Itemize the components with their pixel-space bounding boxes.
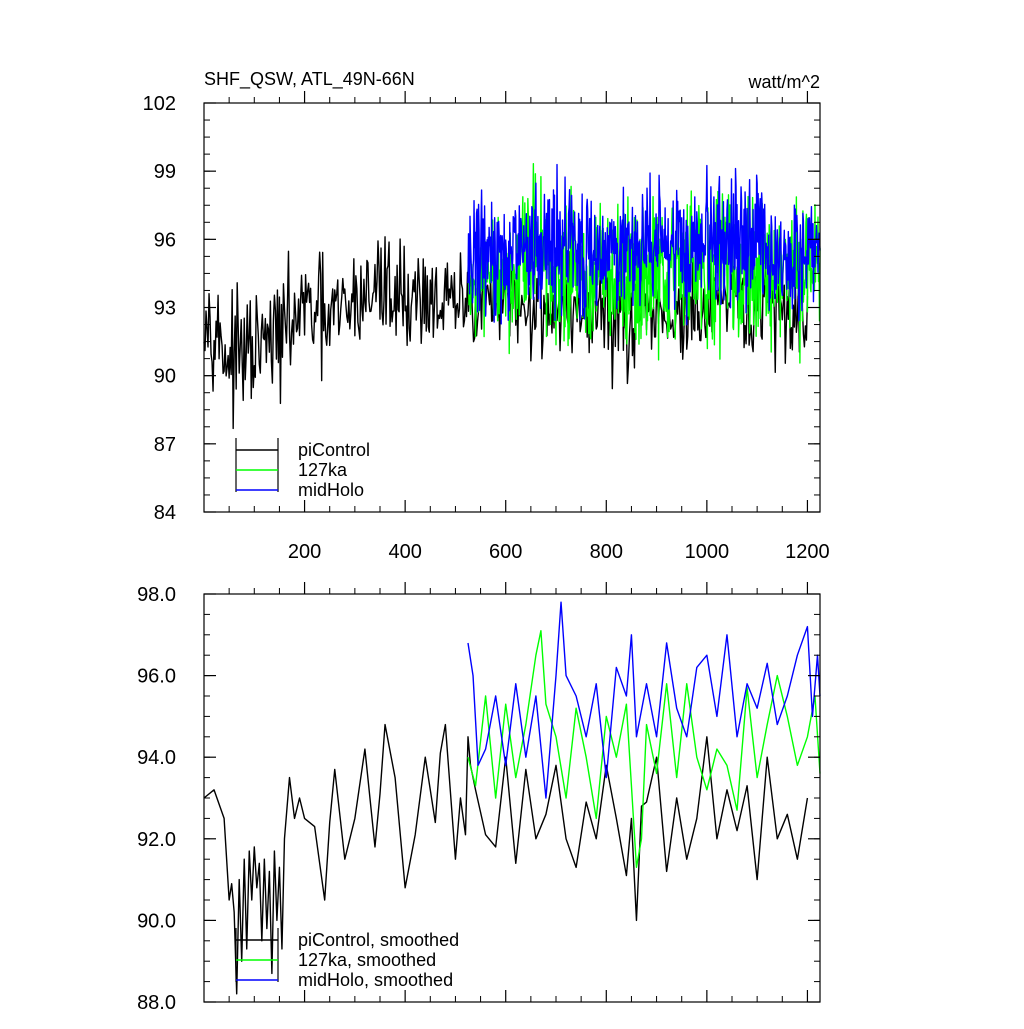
series-line-midholo bbox=[467, 601, 821, 799]
y-tick-label: 94.0 bbox=[137, 747, 176, 769]
x-tick-label: 200 bbox=[288, 541, 321, 563]
legend-label: 127ka bbox=[298, 460, 348, 480]
top-panel: 84 87 90 93 96 99 102 200 400 600 800 1000 1200 piCon… bbox=[143, 91, 830, 563]
y-tick-label: 90 bbox=[154, 366, 176, 388]
x-tick-label: 1000 bbox=[685, 541, 730, 563]
y-tick-label: 87 bbox=[154, 434, 176, 456]
legend-label: midHolo, smoothed bbox=[298, 970, 453, 990]
series-line-midholo bbox=[467, 163, 821, 326]
y-tick-label: 88.0 bbox=[137, 992, 176, 1014]
x-tick-label: 400 bbox=[388, 541, 421, 563]
x-tick-label: 1200 bbox=[785, 541, 830, 563]
y-tick-label: 98.0 bbox=[137, 584, 176, 606]
x-tick-label: 800 bbox=[590, 541, 623, 563]
bottom-panel: 88.0 90.0 92.0 94.0 96.0 98.0 piControl, smoot… bbox=[137, 582, 821, 1014]
legend-label: midHolo bbox=[298, 480, 364, 500]
legend-label: piControl bbox=[298, 440, 370, 460]
legend-label: piControl, smoothed bbox=[298, 930, 459, 950]
plot-frame bbox=[203, 593, 821, 1003]
y-tick-label: 102 bbox=[143, 93, 176, 115]
x-tick-label: 600 bbox=[489, 541, 522, 563]
series-line-picontrol bbox=[203, 723, 809, 995]
y-tick-label: 96.0 bbox=[137, 666, 176, 688]
y-tick-label: 92.0 bbox=[137, 829, 176, 851]
chart-units: watt/m^2 bbox=[748, 72, 820, 92]
y-tick-label: 90.0 bbox=[137, 910, 176, 932]
y-tick-label: 93 bbox=[154, 298, 176, 320]
y-tick-label: 96 bbox=[154, 229, 176, 251]
y-tick-label: 99 bbox=[154, 161, 176, 183]
chart-title: SHF_QSW, ATL_49N-66N bbox=[204, 69, 415, 90]
y-tick-label: 84 bbox=[154, 502, 176, 524]
series-line-127ka bbox=[467, 630, 821, 869]
legend-label: 127ka, smoothed bbox=[298, 950, 436, 970]
